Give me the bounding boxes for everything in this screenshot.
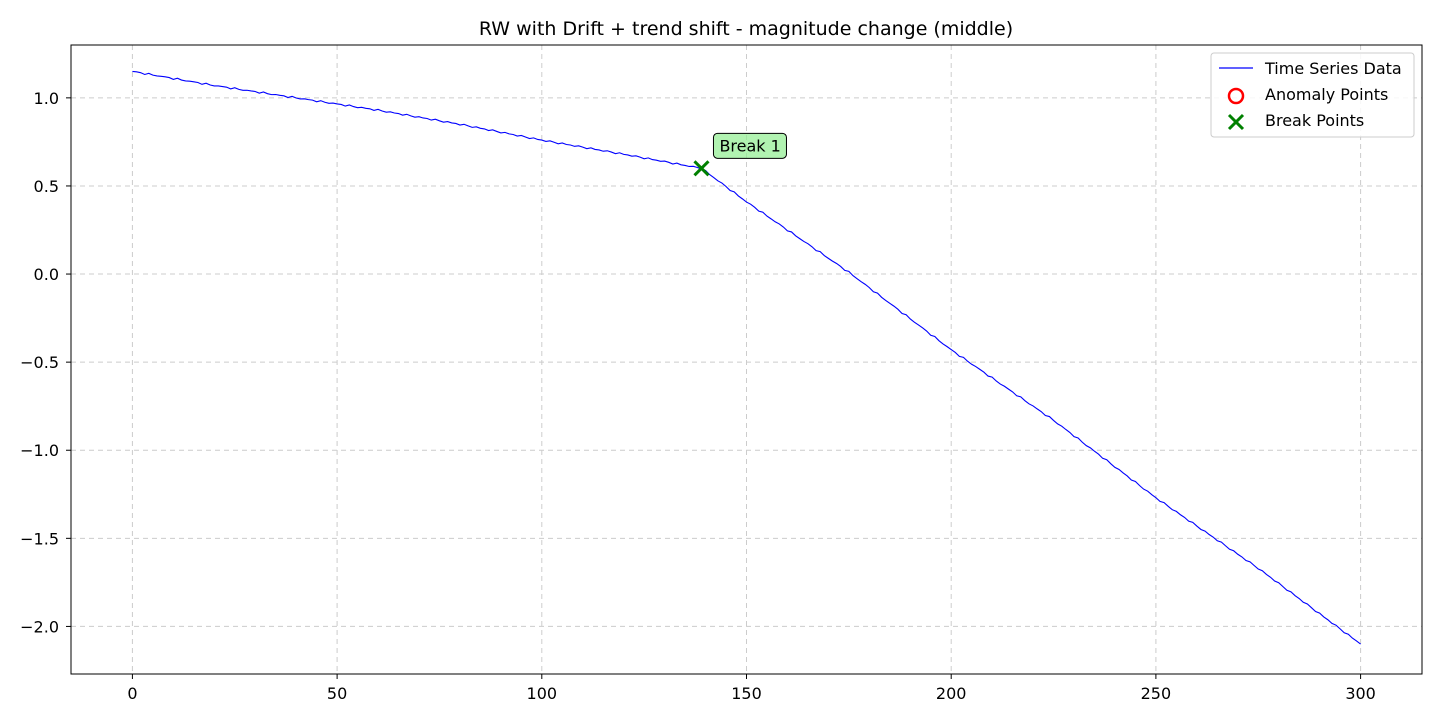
series-layer [132,70,1361,645]
x-tick-label: 50 [327,684,347,703]
x-tick-label: 300 [1345,684,1376,703]
legend-series-label: Time Series Data [1264,59,1402,78]
x-tick-label: 100 [527,684,558,703]
break-point-cross [693,160,710,177]
y-tick-label: 1.0 [34,89,59,108]
x-tick-label: 150 [731,684,762,703]
break-annotation-label: Break 1 [719,136,780,155]
y-tick-label: 0.0 [34,265,59,284]
y-tick-label: −1.5 [20,529,59,548]
y-tick-label: 0.5 [34,177,59,196]
legend-break-label: Break Points [1265,111,1364,130]
x-tick-label: 200 [936,684,967,703]
axis-ticks: 0 50 100 150 200 250 300 1.0 0.5 0.0 −0.5 −1.0 −1.5 −… [20,89,1376,703]
legend: Time Series Data Anomaly Points Break Po… [1210,52,1415,138]
legend-anomaly-label: Anomaly Points [1265,85,1388,104]
legend-circle-icon [1227,87,1245,105]
y-tick-label: −0.5 [20,353,59,372]
y-tick-label: −2.0 [20,617,59,636]
legend-cross-icon [1227,113,1245,131]
break-point: Break 1 [693,132,787,177]
series-line [132,70,1361,645]
marker-layer: Break 1 [693,132,787,177]
break-annotation-box [712,132,787,159]
x-tick-label: 0 [127,684,137,703]
legend-box [1210,52,1415,138]
y-tick-label: −1.0 [20,441,59,460]
chart-title: RW with Drift + trend shift - magnitude … [479,18,1013,40]
x-tick-label: 250 [1141,684,1172,703]
